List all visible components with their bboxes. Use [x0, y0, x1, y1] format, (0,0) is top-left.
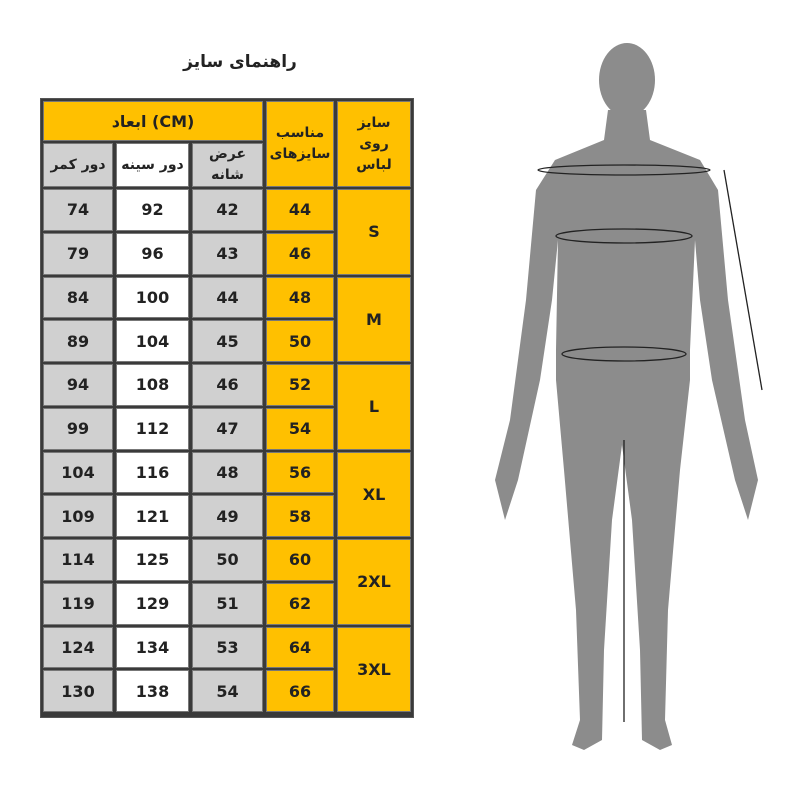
label-size-cell: M [337, 276, 411, 362]
chest-cell: 134 [116, 626, 189, 669]
fit-size-cell: 46 [266, 232, 334, 275]
shoulder-cell: 47 [192, 407, 263, 450]
fit-size-cell: 60 [266, 539, 334, 581]
fit-size-cell: 56 [266, 451, 334, 494]
chest-measure-line [537, 164, 711, 176]
waist-cell: 114 [43, 539, 113, 581]
waist-cell: 109 [43, 495, 113, 537]
waist-cell: 79 [43, 232, 113, 275]
fit-size-cell: 48 [266, 276, 334, 319]
chest-cell: 121 [116, 495, 189, 537]
waist-cell: 124 [43, 626, 113, 669]
fit-size-cell: 64 [266, 626, 334, 669]
page-title: راهنمای سایز [183, 52, 297, 72]
waist-cell: 74 [43, 189, 113, 231]
chest-cell: 104 [116, 320, 189, 362]
label-size-cell: XL [337, 451, 411, 537]
chest-cell: 112 [116, 407, 189, 450]
fit-size-cell: 52 [266, 364, 334, 406]
label-size-header: سایز روی لباس [337, 101, 411, 187]
waist-cell: 99 [43, 407, 113, 450]
waist-cell: 94 [43, 364, 113, 406]
size-table: ابعاد (CM) دور کمر دور سینه عرض شانه منا… [40, 98, 414, 718]
shoulder-cell: 43 [192, 232, 263, 275]
fit-header: مناسب سایزهای [266, 101, 334, 187]
waist-header: دور کمر [43, 143, 113, 187]
label-size-cell: S [337, 189, 411, 275]
chest-cell: 100 [116, 276, 189, 319]
chest-cell: 138 [116, 670, 189, 712]
chest-cell: 129 [116, 582, 189, 625]
fit-size-cell: 66 [266, 670, 334, 712]
waist-cell: 104 [43, 451, 113, 494]
shoulder-cell: 54 [192, 670, 263, 712]
chest-cell: 96 [116, 232, 189, 275]
fit-size-cell: 62 [266, 582, 334, 625]
chest-cell: 125 [116, 539, 189, 581]
label-size-cell: 3XL [337, 626, 411, 712]
fit-size-cell: 50 [266, 320, 334, 362]
dimensions-header: ابعاد (CM) [43, 101, 263, 141]
shoulder-cell: 53 [192, 626, 263, 669]
label-size-cell: 2XL [337, 539, 411, 625]
waist-measure-line [555, 228, 693, 244]
waist-cell: 130 [43, 670, 113, 712]
label-size-cell: L [337, 364, 411, 450]
waist-cell: 84 [43, 276, 113, 319]
fit-size-cell: 44 [266, 189, 334, 231]
chest-cell: 92 [116, 189, 189, 231]
shoulder-cell: 50 [192, 539, 263, 581]
shoulder-cell: 51 [192, 582, 263, 625]
shoulder-cell: 45 [192, 320, 263, 362]
chest-cell: 108 [116, 364, 189, 406]
hip-measure-line [561, 346, 687, 362]
chest-cell: 116 [116, 451, 189, 494]
waist-cell: 119 [43, 582, 113, 625]
waist-cell: 89 [43, 320, 113, 362]
shoulder-cell: 42 [192, 189, 263, 231]
shoulder-cell: 49 [192, 495, 263, 537]
sleeve-measure-line [723, 169, 763, 391]
fit-size-cell: 58 [266, 495, 334, 537]
shoulder-cell: 48 [192, 451, 263, 494]
human-silhouette [495, 43, 758, 750]
chest-header: دور سینه [116, 143, 189, 187]
shoulder-header: عرض شانه [192, 143, 263, 187]
shoulder-cell: 46 [192, 364, 263, 406]
fit-size-cell: 54 [266, 407, 334, 450]
shoulder-cell: 44 [192, 276, 263, 319]
